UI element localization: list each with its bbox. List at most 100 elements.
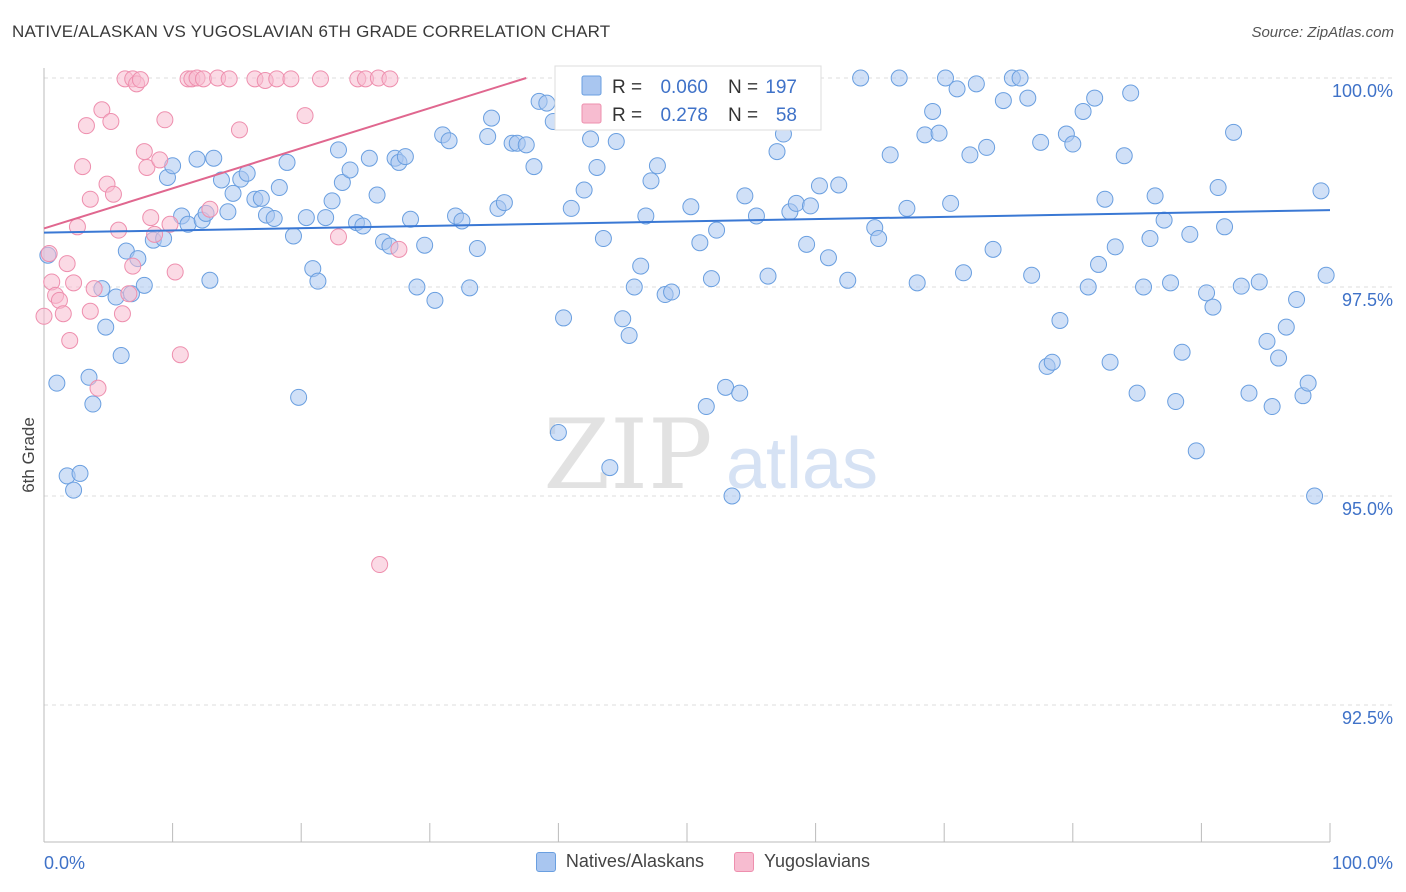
yugoslavians-point: [390, 240, 408, 258]
legend-n-label-1: N =: [728, 77, 758, 98]
watermark: ZIP atlas: [543, 399, 878, 511]
natives-point: [954, 264, 972, 282]
yugoslavians-point: [74, 158, 92, 176]
yugoslavians-point: [131, 71, 149, 89]
natives-point: [440, 132, 458, 150]
legend-r-value-1: 0.060: [660, 77, 708, 98]
natives-point: [270, 179, 288, 197]
natives-point: [360, 149, 378, 167]
legend-swatch-pink: [581, 103, 602, 124]
natives-point: [1106, 238, 1124, 256]
natives-point: [1225, 123, 1243, 141]
natives-point: [479, 128, 497, 146]
yugoslavians-point: [65, 274, 83, 292]
yugoslavians-point: [85, 280, 103, 298]
natives-point: [188, 150, 206, 168]
natives-point: [642, 172, 660, 190]
yugoslavians-point: [220, 70, 238, 88]
natives-point: [1043, 353, 1061, 371]
natives-point: [994, 92, 1012, 110]
legend-bottom: Natives/Alaskans Yugoslavians: [0, 851, 1406, 872]
natives-point: [908, 274, 926, 292]
legend-label-yugoslavians: Yugoslavians: [763, 851, 871, 871]
natives-point: [323, 192, 341, 210]
natives-point: [620, 326, 638, 344]
legend-r-label-2: R =: [612, 105, 642, 126]
legend-item-natives: Natives/Alaskans: [535, 851, 704, 872]
natives-point: [309, 272, 327, 290]
axes: [43, 68, 1331, 843]
natives-point: [930, 124, 948, 142]
natives-point: [1096, 190, 1114, 208]
series-natives-points: [39, 69, 1335, 505]
natives-point: [839, 271, 857, 289]
natives-point: [1115, 147, 1133, 165]
natives-point: [1155, 211, 1173, 229]
natives-point: [290, 388, 308, 406]
yugoslavians-point: [135, 143, 153, 161]
natives-point: [759, 267, 777, 285]
yugoslavians-point: [113, 305, 131, 323]
natives-point: [317, 209, 335, 227]
natives-point: [984, 240, 1002, 258]
natives-point: [967, 75, 985, 93]
natives-point: [517, 136, 535, 154]
natives-point: [71, 464, 89, 482]
x-tick-label-min: 0.0%: [44, 853, 85, 873]
legend-n-value-2: 58: [776, 105, 797, 126]
legend-swatch-natives: [535, 851, 556, 872]
natives-point: [284, 227, 302, 245]
natives-point: [798, 235, 816, 253]
natives-point: [1288, 291, 1306, 309]
natives-point: [1086, 89, 1104, 107]
natives-point: [1079, 278, 1097, 296]
natives-point: [697, 398, 715, 416]
natives-point: [1181, 225, 1199, 243]
y-tick-label: 95.0%: [1342, 499, 1393, 519]
legend-r-label-1: R =: [612, 77, 642, 98]
natives-point: [205, 149, 223, 167]
natives-point: [461, 279, 479, 297]
natives-point: [555, 309, 573, 327]
natives-point: [637, 207, 655, 225]
natives-point: [1146, 187, 1164, 205]
natives-point: [135, 276, 153, 294]
natives-point: [1258, 332, 1276, 350]
natives-point: [1090, 255, 1108, 273]
natives-point: [787, 194, 805, 212]
natives-point: [525, 158, 543, 176]
watermark-zip: ZIP: [543, 399, 712, 511]
natives-point: [483, 109, 501, 127]
natives-point: [495, 194, 513, 212]
natives-point: [1187, 442, 1205, 460]
yugoslavians-point: [161, 215, 179, 233]
natives-point: [408, 278, 426, 296]
trend-lines: [43, 77, 1331, 234]
yugoslavians-point: [230, 121, 248, 139]
natives-trend-line: [43, 209, 1331, 234]
natives-point: [601, 459, 619, 477]
natives-point: [575, 181, 593, 199]
yugoslavians-point: [201, 200, 219, 218]
yugoslavians-point: [110, 221, 128, 239]
natives-point: [416, 236, 434, 254]
natives-point: [1263, 398, 1281, 416]
natives-point: [1173, 343, 1191, 361]
natives-point: [1240, 384, 1258, 402]
natives-point: [663, 283, 681, 301]
natives-point: [916, 126, 934, 144]
natives-point: [810, 177, 828, 195]
natives-point: [252, 189, 270, 207]
x-tick-label-max: 100.0%: [1332, 853, 1393, 873]
natives-point: [1232, 277, 1250, 295]
natives-point: [768, 143, 786, 161]
yugoslavians-point: [166, 263, 184, 281]
natives-point: [648, 157, 666, 175]
natives-point: [562, 199, 580, 217]
yugoslavians-point: [151, 151, 169, 169]
yugoslavians-point: [268, 70, 286, 88]
yugoslavians-point: [40, 245, 58, 263]
natives-point: [1250, 273, 1268, 291]
natives-point: [1101, 353, 1119, 371]
natives-point: [870, 230, 888, 248]
